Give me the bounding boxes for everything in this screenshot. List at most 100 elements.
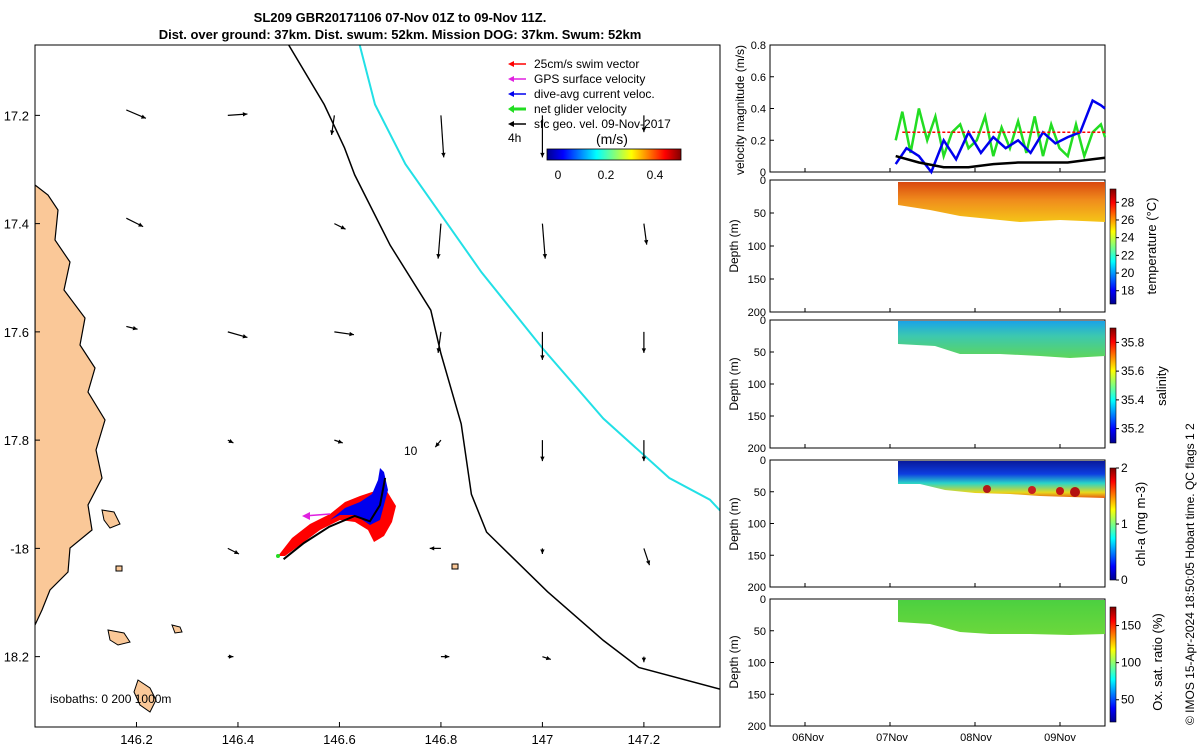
island: [115, 565, 123, 572]
arrow-head: [641, 456, 647, 462]
arrow-shaft: [541, 223, 546, 259]
arrow-head: [436, 348, 441, 353]
depth-tick-label: 200: [748, 582, 766, 594]
legend-current-velocity: dive-avg current veloc.: [534, 87, 655, 101]
chl-a-patch: [1028, 486, 1036, 494]
legend-arrow-swim: [508, 61, 514, 67]
track-start-marker: [276, 554, 280, 558]
velocity-panel: 0 0.2 0.4 0.6 0.8 velocity magnitude (m/s): [733, 40, 1107, 179]
geo-velocity-arrow: [641, 656, 647, 663]
chl-a-patch: [1070, 487, 1080, 497]
colorbar-tick-0: 0: [555, 168, 562, 182]
arrow-head: [540, 549, 545, 554]
glider-track: [282, 477, 387, 560]
legend-arrow-net: [508, 105, 514, 113]
coastline-land: [35, 184, 106, 626]
depth-tick-label: 150: [748, 411, 766, 423]
chl-a-colorbar: [1109, 467, 1117, 581]
legend-gps-velocity: GPS surface velocity: [534, 72, 645, 86]
chl-a-colorbar-label: chl-a (mg m-3): [1133, 482, 1148, 567]
island: [171, 624, 183, 634]
map-x-tick-label: 146.8: [425, 732, 458, 747]
section-depth-ticks: 0501001502000501001502000501001502000501…: [748, 175, 1061, 733]
arrow-head: [340, 225, 346, 230]
geo-velocity-arrow: [227, 112, 248, 117]
map-legend: 25cm/s swim vector GPS surface velocity …: [508, 57, 682, 182]
figure-title-line-1: SL209 GBR20171106 07-Nov 01Z to 09-Nov 1…: [253, 10, 547, 25]
island: [133, 679, 157, 713]
isobath-label: isobaths: 0 200 1000m: [50, 692, 171, 706]
colorbar-tick-0-2: 0.2: [598, 168, 615, 182]
map-panel: 146.2 146.4 146.6 146.8 147 147.2 17.2 17.4 17.6…: [4, 44, 721, 747]
depth-tick-label: 0: [760, 175, 766, 187]
depth-tick-label: 50: [754, 208, 766, 220]
gps-velocity-arrowhead: [302, 512, 310, 520]
depth-tick-label: 50: [754, 626, 766, 638]
map-x-tick-label: 146.4: [222, 732, 255, 747]
geo-velocity-arrow: [126, 109, 147, 119]
arrow-head: [138, 222, 144, 227]
arrow-head: [540, 355, 545, 360]
geo-velocity-arrow: [330, 115, 335, 136]
depth-tick-label: 100: [748, 658, 766, 670]
map-annotation: 10: [404, 444, 418, 458]
shelf-edge-200m-isobath: [288, 45, 720, 690]
arrow-shaft: [437, 223, 442, 259]
map-x-tick-label: 146.6: [323, 732, 356, 747]
temperature-colorbar-label: temperature (°C): [1144, 198, 1159, 295]
arrow-head: [228, 654, 234, 659]
x-tick-09nov: 09Nov: [1044, 732, 1076, 744]
arrow-head: [228, 438, 234, 443]
colorbar-tick-label: 100: [1121, 656, 1141, 670]
salinity-colorbar: [1109, 327, 1117, 444]
arrow-head: [242, 112, 248, 117]
depth-tick-label: 150: [748, 274, 766, 286]
arrow-head: [643, 239, 649, 245]
geo-velocity-arrow: [227, 331, 248, 339]
velocity-axes: [769, 44, 1106, 173]
current-velocity-cloud: [330, 468, 388, 525]
velocity-series-line: [895, 154, 1106, 169]
geo-velocity-arrow: [436, 223, 442, 259]
x-tick-07nov: 07Nov: [876, 732, 908, 744]
geo-velocity-arrow: [334, 223, 346, 230]
x-tick-08nov: 08Nov: [960, 732, 992, 744]
arrow-head: [641, 127, 647, 133]
geo-velocity-arrow: [334, 439, 343, 444]
depth-tick-label: 100: [748, 241, 766, 253]
map-frame: [34, 44, 721, 728]
legend-net-velocity: net glider velocity: [534, 102, 627, 116]
arrow-head: [641, 348, 647, 353]
velocity-tick-label: 0.4: [751, 104, 766, 116]
island: [107, 629, 131, 646]
geo-velocity-arrow: [227, 547, 240, 555]
geo-velocity-arrow: [540, 115, 545, 158]
colorbar-tick-label: 35.8: [1121, 335, 1145, 349]
depth-tick-label: 50: [754, 347, 766, 359]
colorbar-tick-label: 18: [1121, 284, 1135, 298]
legend-time-label: 4h: [508, 131, 521, 145]
depth-tick-label: 0: [760, 455, 766, 467]
island: [101, 509, 121, 529]
velocity-tick-label: 0.8: [751, 40, 766, 52]
oxygen-colorbar: [1109, 606, 1117, 723]
arrow-head: [132, 326, 138, 331]
geo-velocity-arrow: [126, 217, 144, 228]
velocity-ylabel: velocity magnitude (m/s): [733, 45, 747, 175]
salinity-colorbar-label: salinity: [1154, 366, 1169, 406]
colorbar-tick-label: 50: [1121, 693, 1135, 707]
geo-velocity-arrow: [540, 331, 545, 360]
map-y-tick-label: 17.6: [4, 325, 29, 340]
velocity-y-ticks: 0 0.2 0.4 0.6 0.8: [751, 40, 1061, 179]
geo-velocity-arrow: [440, 654, 450, 659]
depth-tick-label: 50: [754, 487, 766, 499]
depth-tick-label: 200: [748, 307, 766, 319]
arrow-head: [234, 550, 240, 554]
arrow-head: [429, 546, 435, 551]
colorbar-unit-label: (m/s): [596, 131, 628, 147]
geo-velocity-arrow: [540, 548, 545, 554]
map-y-tick-label: -18: [10, 541, 29, 556]
geo-velocity-arrow: [429, 546, 441, 551]
arrow-head: [436, 253, 441, 259]
map-background: [35, 45, 720, 727]
